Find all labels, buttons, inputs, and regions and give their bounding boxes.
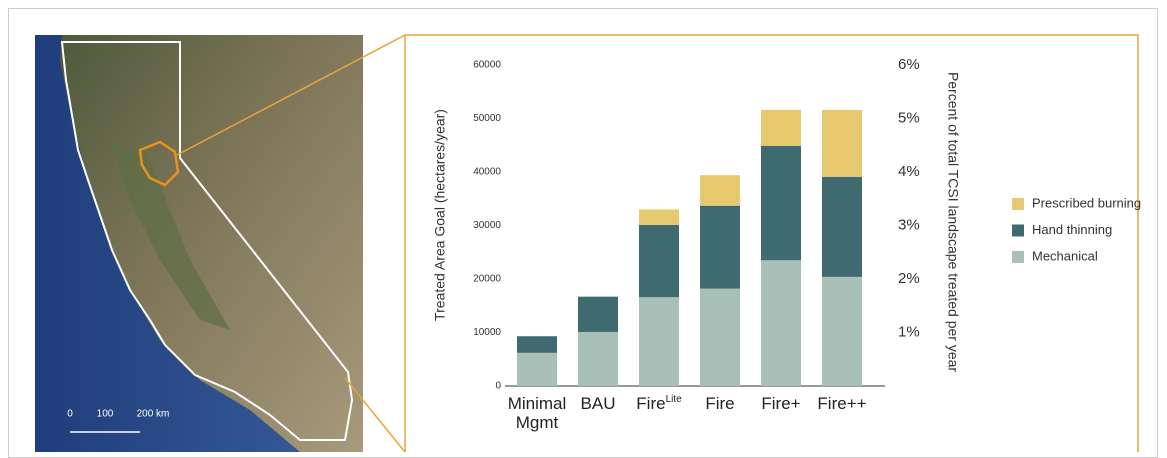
bar-segment [517,336,557,353]
category-text: Fire++ [817,394,867,413]
bar-segment [761,260,801,386]
y2-tick-label: 5% [898,109,920,126]
legend-label: Hand thinning [1032,222,1112,237]
bar-segment [822,276,862,386]
bar-segment [761,109,801,146]
category-text: Fire+ [761,394,801,413]
bar-segment [761,145,801,261]
y2-tick-label: 1% [898,323,920,340]
callout-line [176,34,406,156]
callout-line [344,377,406,452]
bar-segment [700,205,740,289]
bar-segment [639,224,679,298]
y2-tick-label: 6% [898,56,920,73]
bar-segment [578,331,618,386]
y-tick-label: 50000 [473,113,501,124]
tcsi-region [138,140,180,187]
y-axis-label: Treated Area Goal (hectares/year) [432,109,448,321]
bar-segment [700,175,740,206]
legend-label: Prescribed burning [1032,195,1141,210]
y2-axis-label: Percent of total TCSI landscape treated … [945,72,961,372]
x-tick-label: Fire++ [807,394,877,413]
y-tick-label: 60000 [473,60,501,71]
scale-label: 200 km [137,409,170,420]
x-tick-label: Fire+ [746,394,816,413]
y-tick-label: 10000 [473,327,501,338]
land [60,35,363,452]
scale-label: 100 [97,409,114,420]
y-tick-label: 0 [495,381,501,392]
category-text: Fire [705,394,735,413]
central-valley [110,140,230,330]
x-tick-label: Fire [685,394,755,413]
california-outline [60,41,354,441]
legend-swatch [1012,224,1024,237]
category-text: Fire [636,394,666,413]
x-tick-label: FireLite [624,394,694,413]
legend-swatch [1012,251,1024,263]
y2-tick-label: 4% [898,163,920,180]
scale-label: 0 [67,409,73,420]
x-tick-label: Minimal Mgmt [502,394,572,432]
bar-segment [578,296,618,332]
x-tick-label: BAU [563,394,633,413]
legend-swatch [1012,198,1024,210]
category-text: BAU [580,394,616,413]
y2-tick-label: 2% [898,270,920,287]
bar-segment [822,109,862,177]
y-tick-label: 40000 [473,167,501,178]
y-tick-label: 20000 [473,274,501,285]
legend-label: Mechanical [1032,248,1098,263]
bar-segment [517,352,557,386]
bar-segment [700,288,740,386]
y-tick-label: 30000 [473,220,501,231]
category-superscript: Lite [665,394,682,405]
y2-tick-label: 3% [898,216,920,233]
bar-segment [639,209,679,225]
category-text: Minimal Mgmt [507,394,567,432]
bar-segment [639,297,679,386]
bar-segment [822,176,862,277]
